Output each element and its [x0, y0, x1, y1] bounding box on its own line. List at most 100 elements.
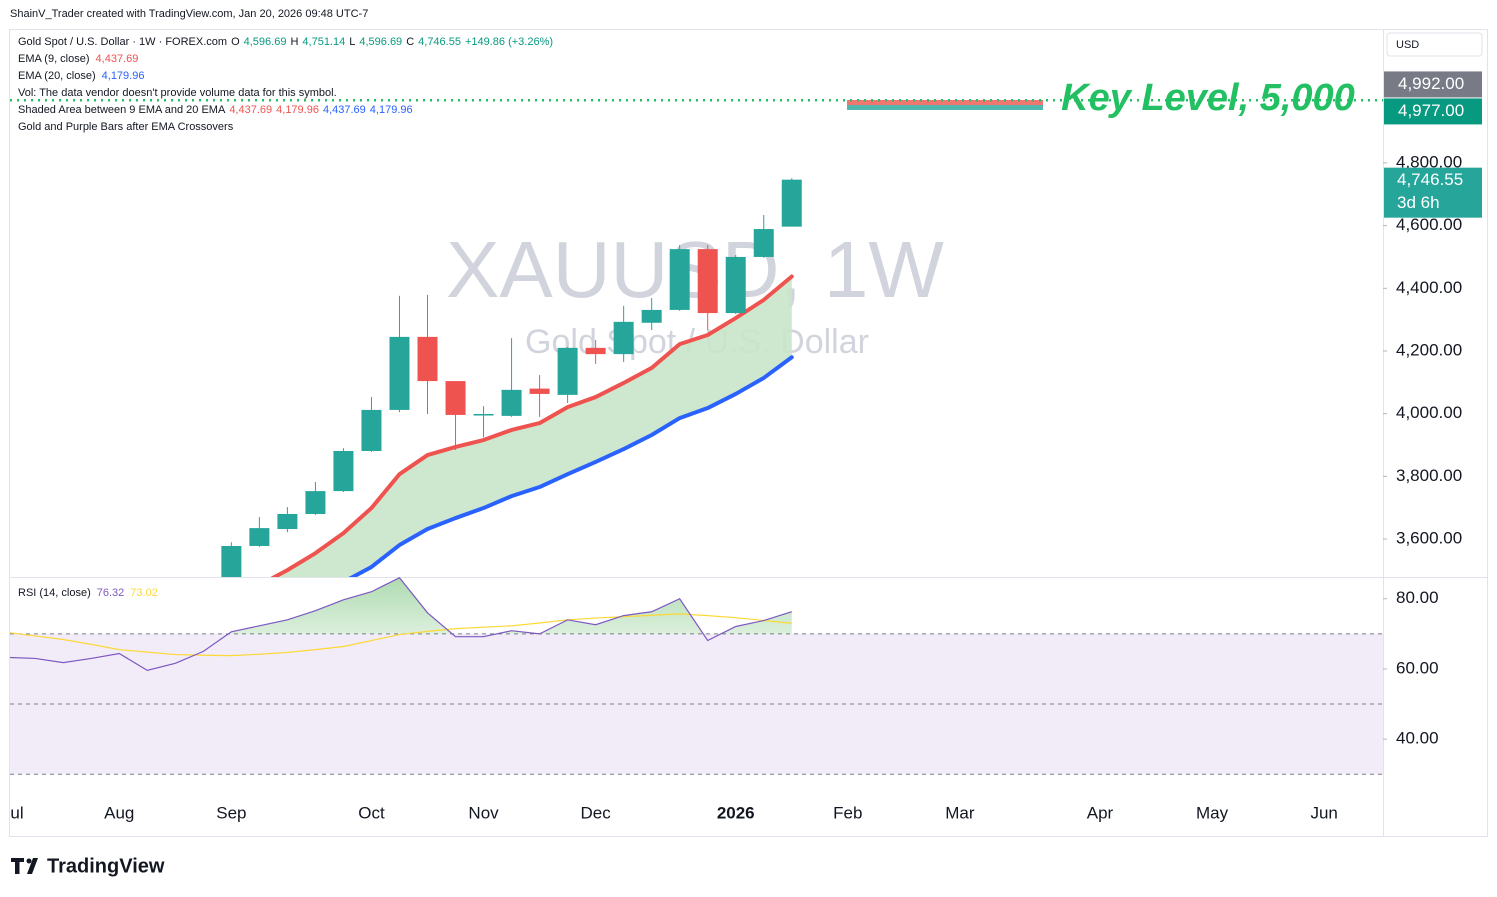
x-tick-label: Sep	[216, 803, 246, 822]
legend-value: 4,179.96	[102, 70, 145, 82]
y-tick-label: 4,600.00	[1396, 215, 1462, 234]
legend-text: 4,596.69	[359, 36, 402, 48]
logo-mark	[27, 858, 38, 874]
legend-text: O	[231, 36, 240, 48]
candle-body	[361, 409, 382, 451]
drawing-zone-bottom	[847, 105, 1043, 110]
tradingview-logo: TradingView	[11, 855, 165, 877]
legend-text: 4,596.69	[244, 36, 287, 48]
candle-body	[613, 321, 634, 355]
x-tick-label: Mar	[945, 803, 975, 822]
logo-mark	[11, 858, 24, 874]
legend-text: 4,751.14	[302, 36, 345, 48]
legend-text: C	[406, 36, 414, 48]
footer: TradingView	[47, 855, 165, 877]
legend-line: Gold and Purple Bars after EMA Crossover…	[18, 121, 234, 133]
legend-value: 4,437.69	[96, 53, 139, 65]
x-tick-label: Feb	[833, 803, 862, 822]
x-tick-label: Jun	[1310, 803, 1337, 822]
legend-text: 4,179.96	[276, 104, 319, 116]
candle-body	[725, 256, 746, 314]
rsi-overbought-fill	[10, 577, 792, 634]
legend-line: EMA (9, close) 4,437.69	[18, 53, 138, 65]
legend-line: RSI (14, close) 76.32 73.02	[18, 587, 158, 599]
header: ShainV_Trader created with TradingView.c…	[10, 8, 368, 20]
legend-line: EMA (20, close) 4,179.96	[18, 70, 144, 82]
x-tick-label: Apr	[1087, 803, 1114, 822]
rsi-pane	[10, 577, 1383, 775]
x-tick-label: Aug	[104, 803, 134, 822]
currency-box[interactable]	[1386, 32, 1483, 57]
drawing-zone-top	[847, 100, 1043, 105]
y-tick-label: 3,800.00	[1396, 466, 1462, 485]
candle-body	[669, 249, 690, 310]
candle-body	[249, 528, 270, 546]
candle-body	[641, 309, 662, 323]
overlay: Key Level, 5,000 Gold Spot / U.S. Dollar …	[10, 36, 1383, 599]
ema-fill	[274, 276, 792, 577]
legend-line: Gold Spot / U.S. Dollar · 1W · FOREX.com…	[18, 36, 553, 48]
candle-body	[277, 513, 298, 530]
candle-body	[445, 381, 466, 415]
ema-line	[270, 274, 794, 577]
candle-body	[305, 491, 326, 514]
candle-body	[585, 347, 606, 355]
y-tick-label: 4,400.00	[1396, 278, 1462, 297]
legend-text: L	[349, 36, 355, 48]
candle-body	[557, 347, 578, 395]
rsi-line	[10, 577, 792, 672]
legend-text: 4,437.69	[229, 104, 272, 116]
rsi-line	[10, 613, 792, 657]
price-label-box	[1384, 71, 1482, 98]
currency: USD	[1396, 39, 1419, 51]
legend-value: 76.32	[97, 587, 125, 599]
y-tick-label: 40.00	[1396, 729, 1439, 748]
x-axis: Jul Aug Sep Oct Nov Dec 2026 Feb Mar Apr May Jun	[2, 803, 1338, 822]
x-tick-label: Nov	[468, 803, 499, 822]
x-tick-label: May	[1196, 803, 1229, 822]
x-tick-label: 2026	[717, 803, 755, 822]
price-label: 4,992.00	[1398, 74, 1464, 93]
y-tick-label: 4,000.00	[1396, 403, 1462, 422]
candle-body	[417, 336, 438, 382]
y-tick-label: 60.00	[1396, 658, 1439, 677]
x-tick-label: Oct	[358, 803, 385, 822]
legend-name: EMA (20, close)	[18, 70, 96, 82]
y-tick-label: 4,200.00	[1396, 340, 1462, 359]
y-tick-label: 3,600.00	[1396, 529, 1462, 548]
candle-body	[753, 229, 774, 257]
legend-text: Vol: The data vendor doesn't provide vol…	[18, 87, 337, 99]
price-label-box	[1384, 98, 1482, 125]
legend-text: 4,437.69	[323, 104, 366, 116]
ema-line	[348, 355, 794, 577]
candle-body	[529, 388, 550, 394]
price-label: 4,977.00	[1398, 101, 1464, 120]
candle-body	[389, 336, 410, 410]
candle-body	[501, 389, 522, 416]
legend-text: 4,746.55	[418, 36, 461, 48]
y-tick-label: 80.00	[1396, 588, 1439, 607]
legend-text: H	[290, 36, 298, 48]
candle-body	[781, 179, 802, 227]
watermark: XAUUSD, 1W	[446, 225, 944, 314]
countdown-label: 3d 6h	[1397, 193, 1440, 212]
legend-line: Shaded Area between 9 EMA and 20 EMA 4,43…	[18, 104, 413, 116]
key-level-label: Key Level, 5,000	[1061, 77, 1355, 119]
legend-text: Gold and Purple Bars after EMA Crossover…	[18, 121, 234, 133]
legend-text: 4,179.96	[370, 104, 413, 116]
candle-body	[333, 450, 354, 492]
legend-value: 73.02	[130, 587, 158, 599]
candle-body	[221, 545, 242, 577]
last-price-box	[1384, 167, 1482, 218]
legend-text: +149.86 (+3.26%)	[465, 36, 553, 48]
logo-mark	[26, 858, 32, 864]
last-price-label: 4,746.55	[1397, 170, 1463, 189]
chart-frame	[9, 29, 1488, 837]
x-tick-label: Jul	[2, 803, 24, 822]
legend-line: Vol: The data vendor doesn't provide vol…	[18, 87, 337, 99]
candle-body	[697, 249, 718, 314]
x-tick-label: Dec	[581, 803, 612, 822]
legend-text: Gold Spot / U.S. Dollar · 1W · FOREX.com	[18, 36, 227, 48]
